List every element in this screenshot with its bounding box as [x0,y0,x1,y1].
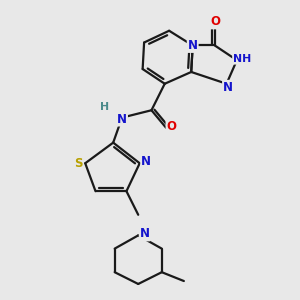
Text: O: O [167,120,176,133]
Text: N: N [117,112,127,126]
Text: O: O [210,15,220,28]
Text: S: S [74,157,83,170]
Text: N: N [140,227,150,240]
Text: N: N [223,81,233,94]
Text: N: N [188,39,198,52]
Text: NH: NH [233,54,251,64]
Text: N: N [141,155,151,168]
Text: H: H [100,102,109,112]
